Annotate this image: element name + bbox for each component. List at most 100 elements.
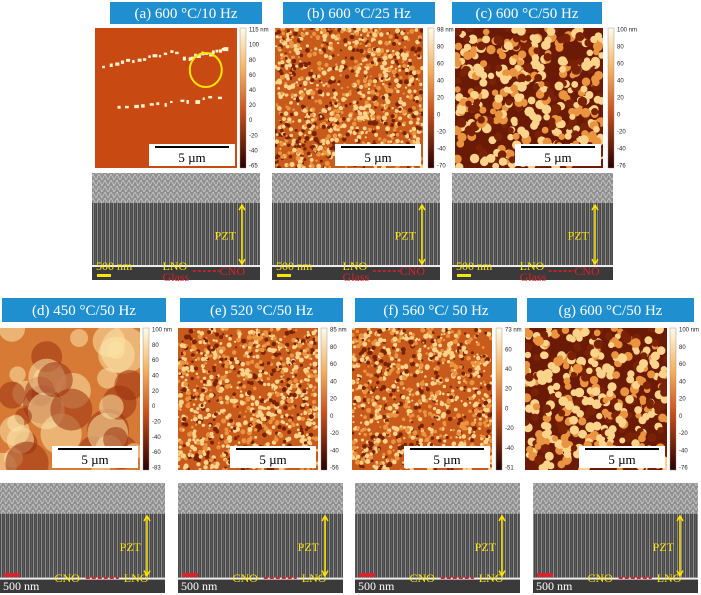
afm-grain (369, 420, 373, 424)
afm-blot (70, 329, 89, 348)
afm-grain (642, 412, 650, 421)
afm-grain (386, 31, 390, 35)
colorbar-tick-label: 0 (249, 118, 253, 124)
afm-grain (570, 371, 577, 378)
afm-grain (394, 35, 399, 40)
afm-grain (385, 49, 390, 53)
afm-grain (203, 465, 208, 470)
afm-grain (385, 97, 389, 102)
afm-grain (471, 103, 481, 113)
afm-grain (303, 147, 307, 151)
afm-grain (431, 377, 434, 380)
afm-grain (246, 354, 250, 359)
afm-grain (299, 143, 302, 146)
afm-grain (352, 445, 356, 451)
afm-grain (491, 89, 499, 96)
afm-grain (201, 437, 206, 441)
afm-grain (323, 166, 327, 168)
afm-grain (229, 398, 235, 403)
afm-particle (163, 52, 168, 56)
afm-grain (229, 364, 235, 370)
afm-grain (389, 393, 393, 397)
afm-grain (471, 433, 477, 439)
afm-grain (314, 425, 318, 429)
afm-grain (213, 363, 217, 367)
afm-grain (466, 339, 471, 344)
afm-grain (476, 41, 486, 51)
afm-grain (507, 133, 514, 141)
afm-grain (413, 53, 417, 57)
afm-grain (437, 351, 443, 356)
colorbar-tick-label: 80 (330, 345, 337, 351)
afm-grain (310, 154, 313, 157)
afm-grain (334, 102, 338, 105)
sem-substrate (92, 265, 260, 280)
afm-grain (352, 355, 355, 359)
afm-grain (367, 120, 373, 126)
afm-grain (379, 352, 384, 358)
afm-grain (281, 395, 286, 400)
afm-grain (310, 69, 313, 72)
afm-grain (315, 159, 318, 162)
afm-grain (284, 138, 289, 143)
afm-grain (475, 144, 483, 152)
afm-grain (224, 357, 228, 361)
colorbar-tick-label: -76 (679, 466, 688, 472)
afm-grain (480, 357, 485, 362)
afm-grain (200, 403, 204, 407)
sem-interface (355, 577, 520, 580)
afm-grain (406, 413, 410, 416)
afm-grain (236, 386, 239, 389)
afm-grain (306, 387, 309, 390)
afm-grain (373, 84, 377, 88)
afm-particle (143, 58, 147, 61)
afm-grain (478, 417, 482, 421)
afm-grain (541, 126, 549, 134)
afm-grain (437, 335, 441, 339)
afm-grain (545, 376, 553, 383)
afm-grain (356, 48, 360, 52)
afm-grain (660, 388, 667, 397)
afm-particle (175, 51, 179, 55)
afm-grain (399, 75, 403, 80)
afm-grain (334, 37, 338, 41)
afm-grain (232, 392, 236, 397)
afm-grain (197, 330, 201, 334)
colorbar-tick-label: 80 (679, 345, 686, 351)
afm-grain (293, 93, 297, 97)
afm-grain (485, 435, 489, 438)
afm-grain (370, 386, 373, 389)
afm-grain (281, 124, 286, 129)
afm-grain (189, 449, 192, 452)
afm-grain (424, 365, 430, 371)
afm-grain (477, 116, 485, 124)
afm-grain (308, 336, 311, 339)
afm-grain (407, 405, 411, 409)
afm-grain (397, 121, 402, 127)
afm-grain (418, 409, 422, 413)
afm-grain (372, 79, 378, 84)
afm-grain (448, 404, 451, 407)
afm-grain (411, 126, 417, 132)
afm-grain (341, 97, 346, 102)
afm-grain (547, 385, 554, 392)
afm-grain (376, 432, 379, 436)
afm-grain (413, 373, 417, 378)
afm-grain (409, 140, 414, 144)
afm-grain (300, 32, 306, 38)
afm-grain (478, 427, 481, 430)
afm-grain (197, 450, 203, 456)
afm-grain (411, 46, 416, 51)
afm-grain (321, 124, 326, 130)
afm-grain (353, 440, 357, 444)
afm-grain (202, 376, 207, 380)
afm-grain (268, 419, 273, 425)
afm-grain (205, 350, 210, 355)
afm-grain (208, 400, 211, 403)
afm-grain (296, 84, 300, 87)
afm-grain (293, 67, 297, 71)
colorbar-tick-label: -20 (679, 431, 688, 437)
afm-grain (352, 100, 357, 105)
afm-grain (372, 57, 378, 62)
afm-grain (275, 155, 279, 160)
